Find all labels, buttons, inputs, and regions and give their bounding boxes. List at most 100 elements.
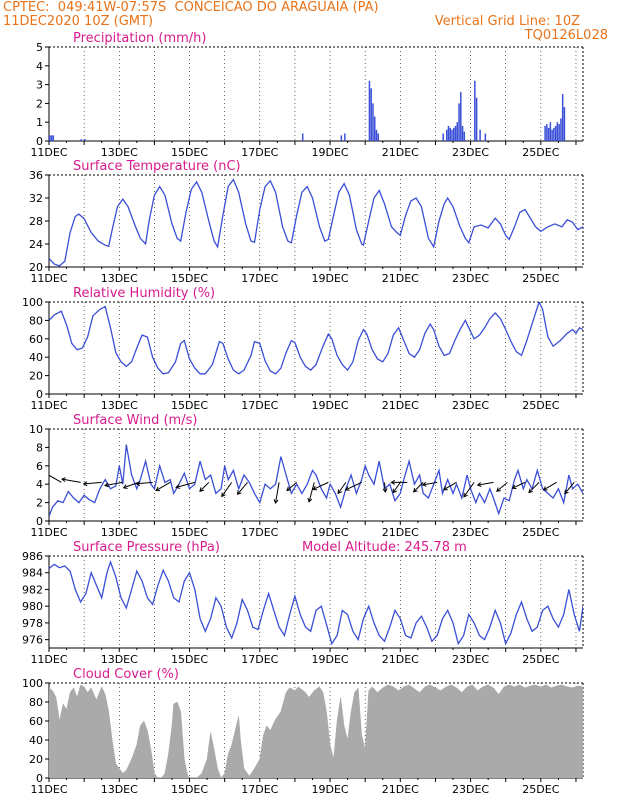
precip-bar <box>445 129 448 141</box>
y-tick-label: 10 <box>29 423 43 436</box>
y-tick-label: 20 <box>29 370 43 383</box>
wind-arrow-head <box>135 481 141 486</box>
wind-arrow-shaft <box>477 481 494 486</box>
x-tick-label: 15DEC <box>171 146 208 159</box>
y-tick-label: 40 <box>29 734 43 747</box>
x-tick-label: 19DEC <box>311 146 348 159</box>
wind-arrow-head <box>122 484 128 490</box>
y-tick-label: 80 <box>29 696 43 709</box>
wind-arrow-head <box>344 486 350 491</box>
x-tick-label: 15DEC <box>171 526 208 539</box>
x-tick-label: 21DEC <box>382 783 419 796</box>
precip-bar <box>50 135 53 141</box>
series-line <box>49 444 583 517</box>
wind-arrow-head <box>496 487 501 492</box>
panel-title: Relative Humidity (%) <box>73 286 215 301</box>
x-tick-label: 25DEC <box>522 653 559 666</box>
header-grid-line: Vertical Grid Line: 10Z <box>434 14 580 29</box>
x-tick-label: 11DEC <box>30 146 67 159</box>
y-tick-label: 20 <box>29 753 43 766</box>
precip-bar <box>372 103 374 141</box>
precip-bar <box>460 92 462 141</box>
panel-6: 0 20 40 60 80 100 11DEC 13DEC 15DEC 17DEC 19DEC 21D… <box>22 667 584 796</box>
wind-arrow-head <box>61 477 66 483</box>
wind-arrow-head <box>82 481 88 487</box>
y-tick-label: 3 <box>36 79 43 92</box>
wind-arrow-head <box>337 489 343 495</box>
y-tick-label: 978 <box>22 617 43 630</box>
wind-arrow-shaft <box>237 482 248 495</box>
wind-arrow-head <box>273 499 279 505</box>
wind-arrow-shaft <box>345 481 362 491</box>
x-tick-label: 23DEC <box>452 146 489 159</box>
x-tick-label: 13DEC <box>101 783 138 796</box>
y-tick-label: 60 <box>29 333 43 346</box>
x-tick-label: 23DEC <box>452 272 489 285</box>
precip-bar <box>544 125 546 141</box>
y-tick-label: 32 <box>29 192 43 205</box>
y-tick-label: 5 <box>36 41 43 54</box>
wind-arrow-head <box>511 484 517 490</box>
x-tick-label: 23DEC <box>452 653 489 666</box>
precip-bar <box>442 133 444 141</box>
y-tick-label: 60 <box>29 715 43 728</box>
x-tick-label: 25DEC <box>522 526 559 539</box>
cloud-cover-area <box>49 684 583 778</box>
panel-plot-area <box>49 80 566 141</box>
wind-arrow-head <box>236 490 242 496</box>
precip-bar <box>80 139 83 141</box>
precip-bar <box>377 133 379 141</box>
panel-plot-area <box>49 559 583 646</box>
precip-bar <box>549 122 552 141</box>
wind-arrow-shaft <box>49 474 62 483</box>
x-tick-label: 11DEC <box>30 653 67 666</box>
y-tick-label: 24 <box>29 238 43 251</box>
y-tick-label: 2 <box>36 97 43 110</box>
chart-header: CPTEC: 049:41W-07:57S CONCEICAO DO ARAGU… <box>0 0 618 44</box>
wind-arrow-head <box>421 481 427 487</box>
precip-bar <box>451 129 453 141</box>
wind-arrow-head <box>476 482 482 488</box>
precip-bar <box>556 122 559 141</box>
wind-arrow-shaft <box>413 482 424 493</box>
wind-arrow-shaft <box>528 482 540 493</box>
precip-bar <box>546 124 548 141</box>
x-tick-label: 13DEC <box>101 272 138 285</box>
precip-bar <box>561 94 564 141</box>
x-tick-label: 15DEC <box>171 399 208 412</box>
panel-2: 20 24 28 32 36 11DEC 13DEC 15DEC 17DEC 19DEC 21DEC… <box>29 159 584 285</box>
wind-arrow-head <box>104 482 109 488</box>
wind-arrow-shaft <box>543 481 557 491</box>
y-tick-label: 100 <box>22 677 43 690</box>
x-tick-label: 11DEC <box>30 783 67 796</box>
precip-bar <box>551 129 553 141</box>
y-tick-label: 36 <box>29 169 43 182</box>
panel-annotation: Model Altitude: 245.78 m <box>302 540 467 555</box>
wind-arrow-shaft <box>496 481 508 492</box>
panel-1: 0 1 2 3 4 5 11DEC 13DEC 15DEC 17DEC 19DEC 21DEC 23DE… <box>30 31 584 159</box>
panel-5: 976 978 980 982 984 986 11DEC 13DEC 15DEC 17DEC 19… <box>22 540 584 666</box>
y-tick-label: 1 <box>36 116 43 129</box>
x-tick-label: 15DEC <box>171 783 208 796</box>
y-tick-label: 0 <box>36 515 43 528</box>
x-tick-label: 19DEC <box>311 399 348 412</box>
y-tick-label: 0 <box>36 388 43 401</box>
y-tick-label: 0 <box>36 135 43 148</box>
precip-bar <box>456 122 459 141</box>
header-station: CPTEC: 049:41W-07:57S CONCEICAO DO ARAGU… <box>3 0 379 15</box>
precip-bar <box>453 127 455 141</box>
panel-plot-area <box>49 444 583 517</box>
wind-arrow-head <box>175 484 181 489</box>
header-model-id: TQ0126L028 <box>524 28 608 43</box>
precip-bar <box>479 129 481 141</box>
panel-title: Surface Wind (m/s) <box>73 413 197 428</box>
panel-plot-area <box>49 684 583 778</box>
y-tick-label: 8 <box>36 441 43 454</box>
wind-arrow-shaft <box>104 481 123 486</box>
precip-bar <box>454 125 457 141</box>
x-tick-label: 11DEC <box>30 272 67 285</box>
wind-arrow-shaft <box>155 481 171 491</box>
precip-bar <box>340 135 343 141</box>
x-tick-label: 13DEC <box>101 399 138 412</box>
